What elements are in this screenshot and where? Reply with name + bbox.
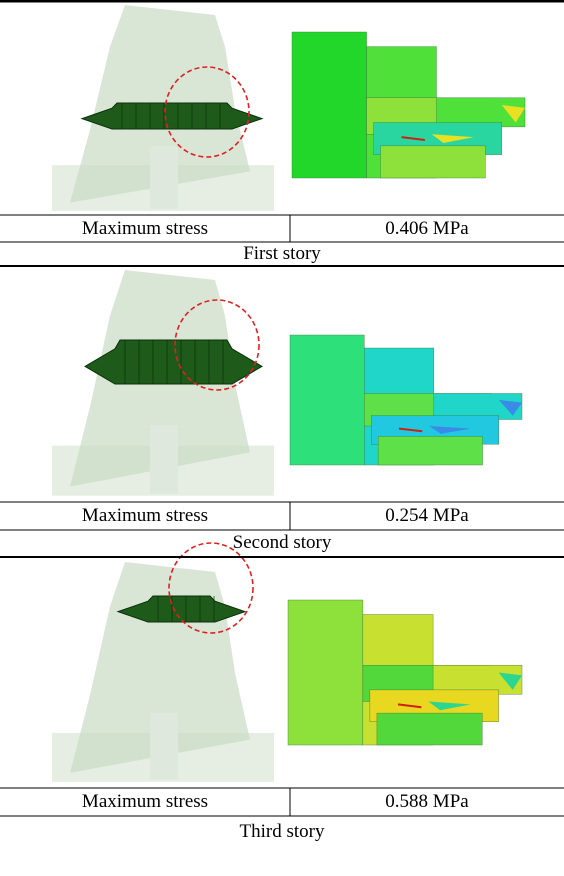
caption: Third story — [0, 818, 564, 846]
stress-label: Maximum stress — [0, 788, 290, 816]
stress-value: 0.406 MPa — [290, 215, 564, 242]
stress-block — [290, 335, 364, 465]
figure-table: Maximum stress 0.406 MPa First story Max… — [0, 0, 564, 876]
stress-block — [377, 713, 482, 745]
stress-value: 0.588 MPa — [290, 788, 564, 816]
caption: Second story — [0, 530, 564, 556]
stress-value: 0.254 MPa — [290, 502, 564, 530]
ghost-gate — [150, 713, 178, 780]
ghost-gate — [150, 425, 178, 493]
stress-block — [378, 436, 482, 465]
stress-block — [288, 600, 363, 745]
stress-label: Maximum stress — [0, 215, 290, 242]
figure-art — [0, 0, 564, 876]
stress-label: Maximum stress — [0, 502, 290, 530]
stress-block — [381, 146, 486, 178]
caption: First story — [0, 242, 564, 266]
stress-block — [292, 32, 367, 178]
ghost-gate — [150, 146, 178, 208]
